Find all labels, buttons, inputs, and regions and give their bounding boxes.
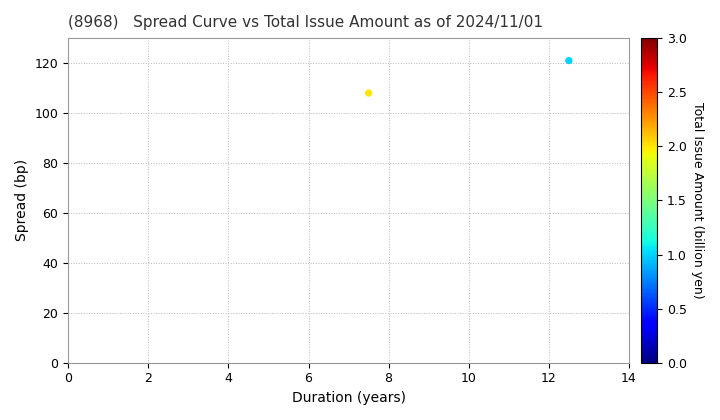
Point [563,57,575,64]
X-axis label: Duration (years): Duration (years) [292,391,405,405]
Point [363,90,374,97]
Text: (8968)   Spread Curve vs Total Issue Amount as of 2024/11/01: (8968) Spread Curve vs Total Issue Amoun… [68,15,543,30]
Y-axis label: Total Issue Amount (billion yen): Total Issue Amount (billion yen) [690,102,703,299]
Y-axis label: Spread (bp): Spread (bp) [15,159,29,242]
